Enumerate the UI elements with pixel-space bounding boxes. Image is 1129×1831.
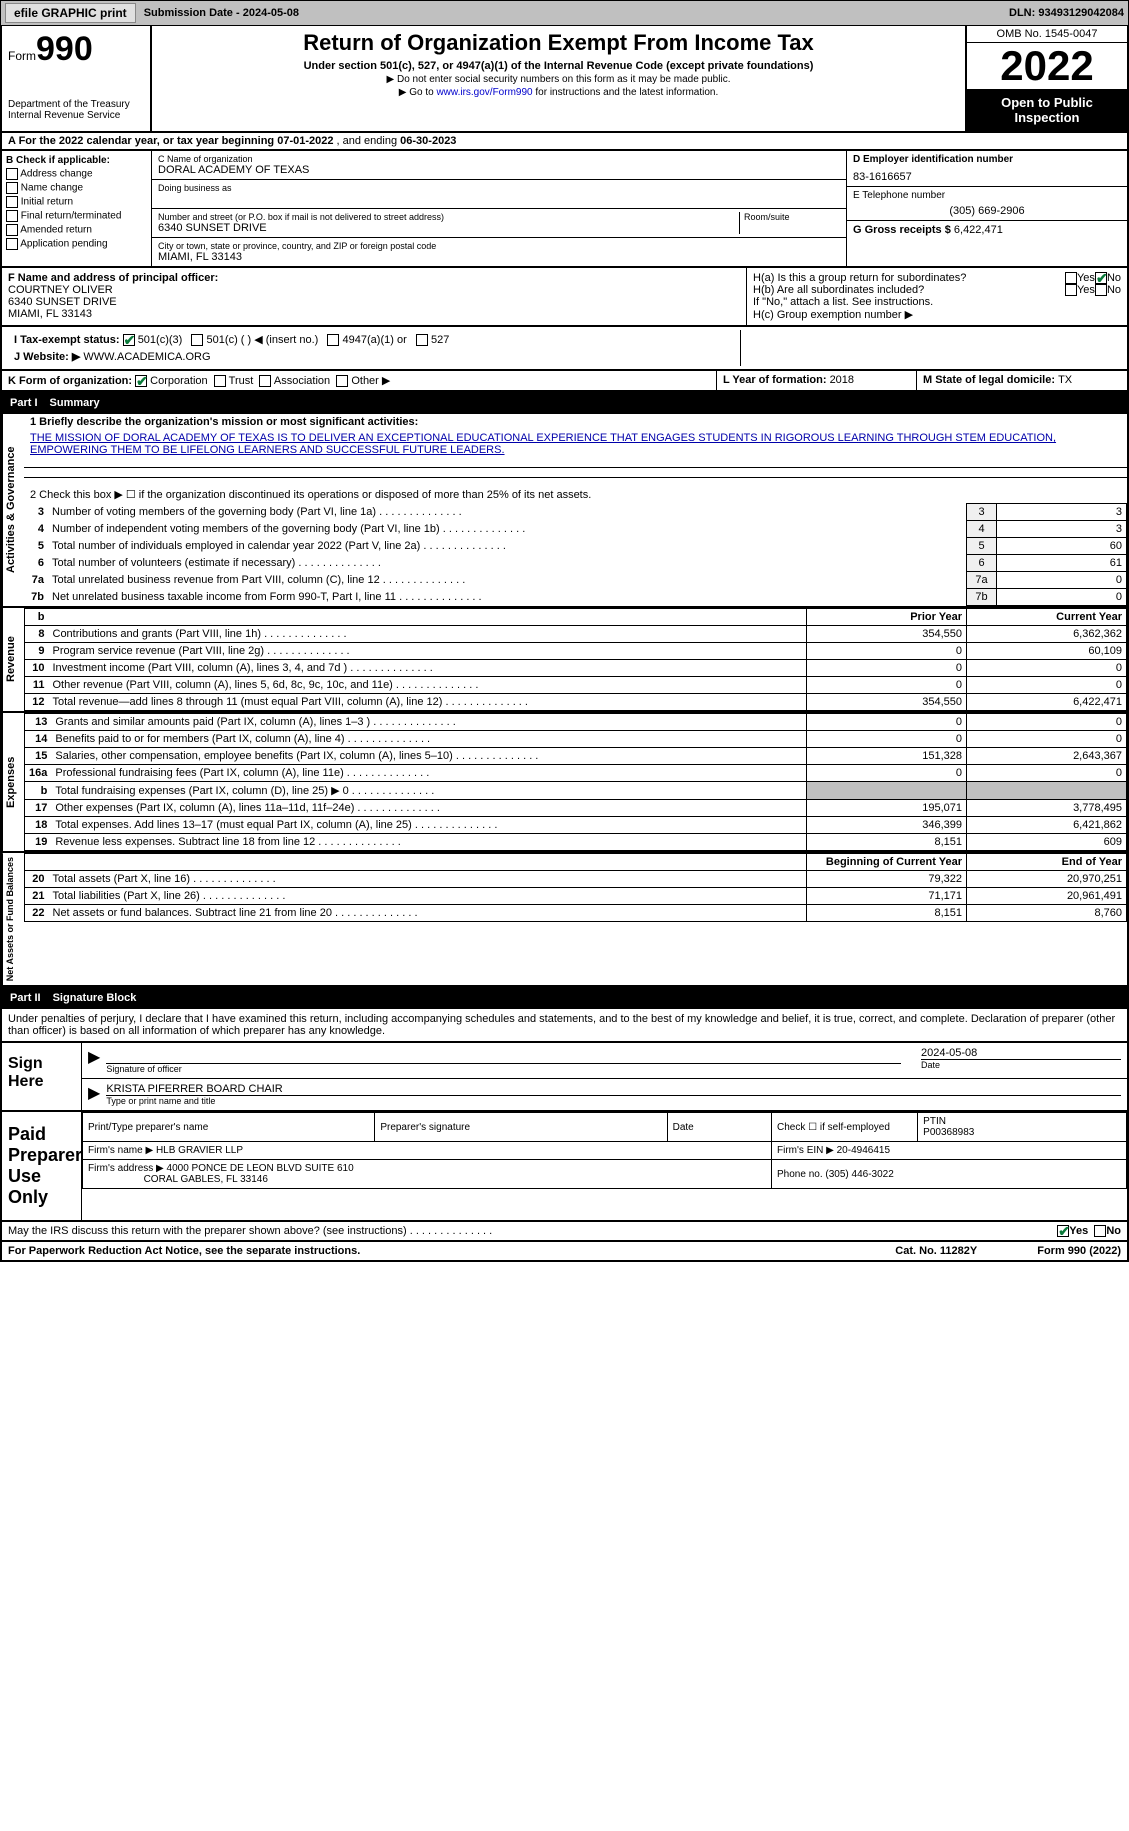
sig-officer-label: Signature of officer: [106, 1063, 901, 1074]
hb-label: H(b) Are all subordinates included?: [753, 284, 1065, 296]
tel-value: (305) 669-2906: [853, 205, 1121, 217]
cat-no: Cat. No. 11282Y: [895, 1245, 977, 1257]
ha-yes[interactable]: [1065, 272, 1077, 284]
arrow-icon: ▶: [88, 1083, 100, 1106]
irs-label: Internal Revenue Service: [8, 110, 144, 121]
officer-addr1: 6340 SUNSET DRIVE: [8, 296, 740, 308]
org-name-label: C Name of organization: [158, 154, 840, 164]
firm-addr1: 4000 PONCE DE LEON BLVD SUITE 610: [167, 1163, 354, 1174]
room-label: Room/suite: [744, 212, 840, 222]
cb-4947[interactable]: [327, 334, 339, 346]
ein-value: 83-1616657: [853, 171, 1121, 183]
form-subtitle: Under section 501(c), 527, or 4947(a)(1)…: [160, 60, 957, 72]
sign-here-label: Sign Here: [2, 1043, 82, 1110]
org-name: DORAL ACADEMY OF TEXAS: [158, 164, 840, 176]
firm-phone: (305) 446-3022: [825, 1169, 893, 1180]
street-label: Number and street (or P.O. box if mail i…: [158, 212, 735, 222]
top-toolbar: efile GRAPHIC print Submission Date - 20…: [0, 0, 1129, 26]
arrow-icon: ▶: [88, 1047, 100, 1074]
firm-addr2: CORAL GABLES, FL 33146: [144, 1174, 268, 1185]
line2-text: 2 Check this box ▶ ☐ if the organization…: [24, 486, 1127, 503]
officer-name: COURTNEY OLIVER: [8, 284, 740, 296]
form-footer: Form 990 (2022): [1037, 1245, 1121, 1257]
discuss-no[interactable]: [1094, 1225, 1106, 1237]
irs-link[interactable]: www.irs.gov/Form990: [436, 87, 532, 98]
gross-receipts: G Gross receipts $ 6,422,471: [847, 221, 1127, 239]
mission-text: THE MISSION OF DORAL ACADEMY OF TEXAS IS…: [30, 432, 1056, 456]
efile-button[interactable]: efile GRAPHIC print: [5, 3, 136, 23]
year-formation: 2018: [830, 374, 854, 386]
penalty-text: Under penalties of perjury, I declare th…: [0, 1009, 1129, 1043]
paid-prep-label: Paid Preparer Use Only: [2, 1112, 82, 1220]
type-label: Type or print name and title: [106, 1095, 1121, 1106]
cb-address-change[interactable]: [6, 168, 18, 180]
cb-pending[interactable]: [6, 238, 18, 250]
discuss-text: May the IRS discuss this return with the…: [8, 1225, 1057, 1237]
hc-label: H(c) Group exemption number ▶: [753, 308, 1121, 321]
cb-initial[interactable]: [6, 196, 18, 208]
submission-label: Submission Date - 2024-05-08: [144, 7, 299, 19]
officer-name-title: KRISTA PIFERRER BOARD CHAIR: [106, 1083, 1121, 1095]
ha-label: H(a) Is this a group return for subordin…: [753, 272, 1065, 284]
hb-note: If "No," attach a list. See instructions…: [753, 296, 1121, 308]
omb-number: OMB No. 1545-0047: [967, 26, 1127, 43]
cb-corp[interactable]: [135, 375, 147, 387]
form-header: Form990 Department of the Treasury Inter…: [0, 26, 1129, 133]
tax-year: 2022: [967, 43, 1127, 89]
part2-header: Part IISignature Block: [0, 987, 1129, 1009]
form-title: Return of Organization Exempt From Incom…: [160, 30, 957, 56]
cb-amended[interactable]: [6, 224, 18, 236]
row-a-period: A For the 2022 calendar year, or tax yea…: [0, 133, 1129, 151]
cb-name-change[interactable]: [6, 182, 18, 194]
website-value: WWW.ACADEMICA.ORG: [83, 351, 210, 363]
cb-501c[interactable]: [191, 334, 203, 346]
cb-final[interactable]: [6, 210, 18, 222]
identity-block: B Check if applicable: Address change Na…: [0, 151, 1129, 268]
cb-other[interactable]: [336, 375, 348, 387]
hb-no[interactable]: [1095, 284, 1107, 296]
side-expenses: Expenses: [2, 713, 24, 851]
cb-assoc[interactable]: [259, 375, 271, 387]
city-value: MIAMI, FL 33143: [158, 251, 840, 263]
ha-no[interactable]: [1095, 272, 1107, 284]
line1-label: 1 Briefly describe the organization's mi…: [30, 416, 418, 428]
officer-addr2: MIAMI, FL 33143: [8, 308, 740, 320]
row-i-label: I Tax-exempt status:: [14, 334, 120, 346]
row-k-label: K Form of organization:: [8, 375, 132, 387]
ein-label: D Employer identification number: [853, 154, 1121, 165]
col-b-checkboxes: B Check if applicable: Address change Na…: [2, 151, 152, 266]
dln-label: DLN: 93493129042084: [1009, 7, 1124, 19]
ptin-value: P00368983: [923, 1127, 1121, 1138]
part1-header: Part ISummary: [0, 392, 1129, 414]
form-number: Form990: [8, 30, 144, 69]
side-netassets: Net Assets or Fund Balances: [2, 853, 24, 985]
street-value: 6340 SUNSET DRIVE: [158, 222, 735, 234]
dept-label: Department of the Treasury: [8, 99, 144, 110]
discuss-yes[interactable]: [1057, 1225, 1069, 1237]
cb-527[interactable]: [416, 334, 428, 346]
state-domicile: TX: [1058, 374, 1072, 386]
note-link: ▶ Go to www.irs.gov/Form990 for instruct…: [160, 87, 957, 98]
firm-name: HLB GRAVIER LLP: [156, 1145, 243, 1156]
row-j-label: J Website: ▶: [14, 351, 80, 363]
dba-label: Doing business as: [158, 183, 840, 193]
date-label: Date: [921, 1059, 1121, 1070]
cb-501c3[interactable]: [123, 334, 135, 346]
city-label: City or town, state or province, country…: [158, 241, 840, 251]
section-f-h: F Name and address of principal officer:…: [0, 268, 1129, 327]
hb-yes[interactable]: [1065, 284, 1077, 296]
cb-trust[interactable]: [214, 375, 226, 387]
sig-date: 2024-05-08: [921, 1047, 1121, 1059]
paperwork-notice: For Paperwork Reduction Act Notice, see …: [8, 1245, 895, 1257]
side-governance: Activities & Governance: [2, 414, 24, 606]
firm-ein: 20-4946415: [837, 1145, 890, 1156]
open-inspection: Open to Public Inspection: [967, 89, 1127, 131]
tel-label: E Telephone number: [853, 190, 1121, 201]
side-revenue: Revenue: [2, 608, 24, 711]
note-ssn: ▶ Do not enter social security numbers o…: [160, 74, 957, 85]
officer-label: F Name and address of principal officer:: [8, 272, 218, 284]
